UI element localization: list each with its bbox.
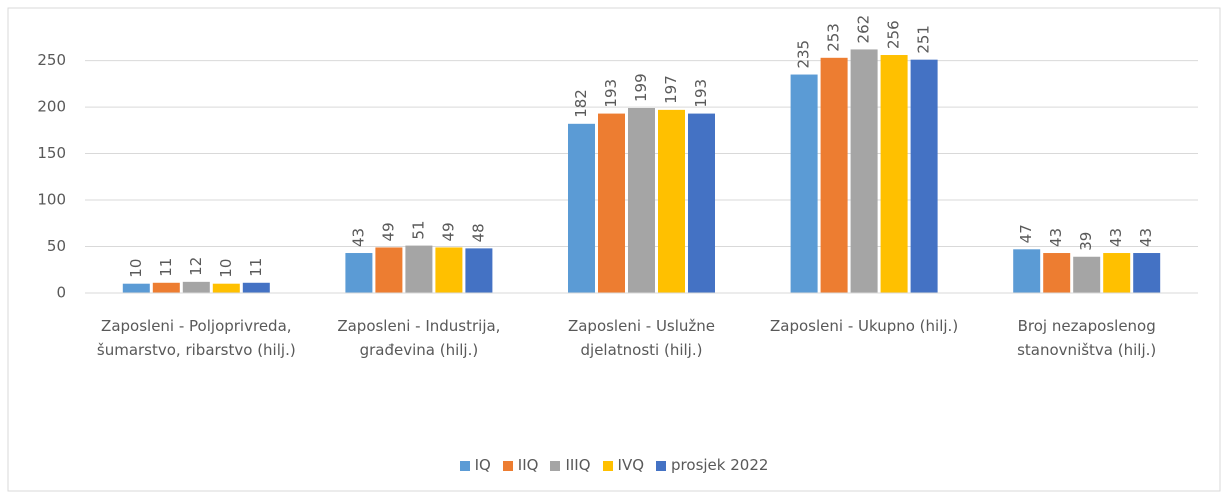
bar [820,57,848,293]
bar [568,123,595,294]
data-label: 235 [795,40,813,69]
data-label: 47 [1017,224,1035,243]
y-tick-label: 50 [47,237,66,255]
legend: IQ IIQ IIIQ IVQ prosjek 2022 [0,456,1228,474]
data-label: 10 [217,259,235,278]
data-label: 262 [855,15,873,44]
bar [790,74,818,293]
data-label: 43 [349,228,367,247]
data-label: 193 [602,79,620,108]
y-tick-label: 100 [37,191,66,209]
bar [242,282,270,293]
bar [1013,249,1041,293]
data-label: 39 [1077,232,1095,251]
bar [1073,256,1101,293]
data-label: 49 [439,222,457,241]
legend-item: IVQ [602,456,645,474]
data-label: 51 [409,220,427,239]
data-label: 43 [1137,228,1155,247]
bar [1043,253,1071,293]
data-label: 11 [247,258,265,277]
x-tick-label: Zaposleni - Ukupno (hilj.) [770,317,959,335]
bar [405,245,433,293]
data-label: 197 [662,75,680,104]
bar [598,113,625,293]
bar [122,283,150,293]
data-label: 12 [187,257,205,276]
bar [375,247,403,293]
legend-swatch [502,460,513,471]
data-label: 256 [885,20,903,49]
data-label: 199 [632,73,650,102]
x-tick-label: Zaposleni - Uslužne djelatnosti (hilj.) [567,317,716,359]
bar [910,59,938,293]
bar [435,247,463,293]
y-tick-label: 200 [37,98,66,116]
bar [880,55,908,293]
data-label: 11 [157,258,175,277]
legend-swatch [550,460,561,471]
bar [658,109,685,293]
legend-label: prosjek 2022 [671,456,769,474]
y-tick-label: 250 [37,51,66,69]
legend-item: IIQ [502,456,539,474]
legend-item: prosjek 2022 [656,456,768,474]
data-label: 182 [572,89,590,118]
legend-label: IVQ [617,456,645,474]
bar [465,248,493,293]
legend-item: IIIQ [550,456,591,474]
legend-swatch [602,460,613,471]
data-label: 49 [379,222,397,241]
data-label: 253 [825,23,843,52]
bar [688,113,715,293]
legend-label: IQ [474,456,491,474]
bar [212,283,240,293]
bar [345,253,373,293]
x-tick-label: Broj nezaposlenog stanovništva (hilj.) [1017,317,1157,359]
x-tick-label: Zaposleni - Poljoprivreda, šumarstvo, ri… [96,317,296,359]
data-label: 43 [1107,228,1125,247]
bar [1103,253,1131,293]
bar [152,282,180,293]
bar [1133,253,1161,293]
bar [850,49,878,293]
data-label: 43 [1047,228,1065,247]
data-label: 251 [915,25,933,54]
legend-swatch [656,460,667,471]
legend-label: IIIQ [565,456,591,474]
data-label: 10 [127,259,145,278]
y-tick-label: 150 [37,144,66,162]
chart-border [7,7,1221,492]
bar [182,281,210,293]
legend-label: IIQ [517,456,539,474]
y-tick-label: 0 [56,284,66,302]
bar [628,108,655,294]
data-label: 48 [469,223,487,242]
legend-item: IQ [459,456,491,474]
data-label: 193 [692,79,710,108]
legend-swatch [459,460,470,471]
x-tick-label: Zaposleni - Industrija, građevina (hilj.… [337,317,501,359]
